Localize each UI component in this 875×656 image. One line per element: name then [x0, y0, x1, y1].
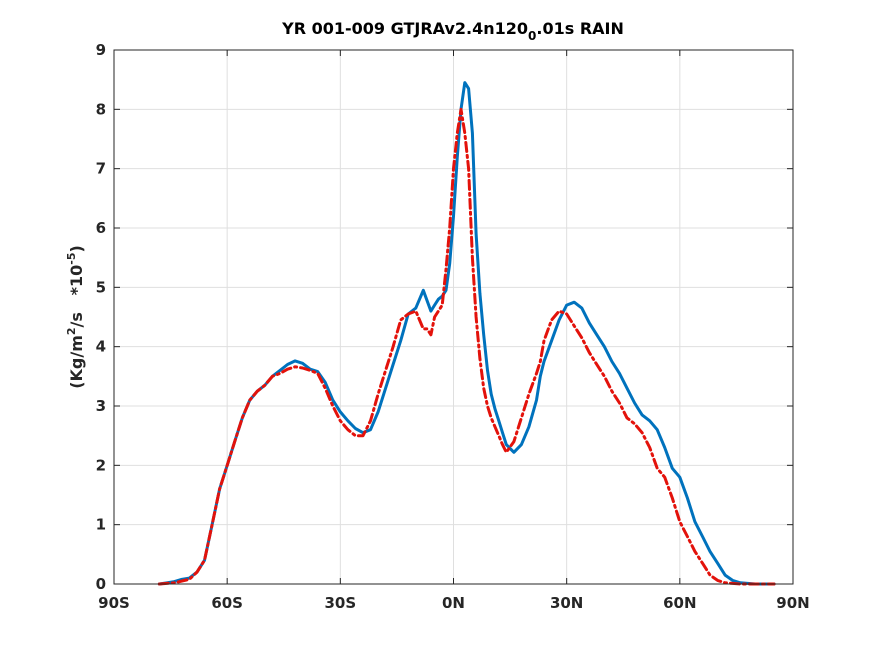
x-tick-label: 30S: [324, 594, 356, 612]
y-tick-label: 9: [96, 41, 106, 59]
y-tick-label: 7: [96, 160, 106, 178]
y-tick-label: 4: [96, 338, 106, 356]
data-series: [157, 81, 776, 586]
y-axis-label: (Kg/m2/s *10-5): [65, 245, 86, 389]
y-tick-label: 0: [96, 575, 106, 593]
x-tick-label: 90N: [776, 594, 809, 612]
y-tick-label: 5: [96, 278, 106, 296]
y-tick-label: 3: [96, 397, 106, 415]
y-tick-label: 6: [96, 219, 106, 237]
series-line-1: [157, 81, 776, 586]
tick-marks: [113, 49, 794, 585]
chart-title: YR 001-009 GTJRAv2.4n1200.01s RAIN: [281, 19, 624, 43]
series-line-2: [157, 107, 776, 586]
y-tick-label: 8: [96, 100, 106, 118]
x-tick-label: 90S: [98, 594, 130, 612]
x-tick-label: 60N: [663, 594, 696, 612]
x-tick-label: 30N: [550, 594, 583, 612]
x-tick-label: 60S: [211, 594, 243, 612]
y-tick-label: 2: [96, 456, 106, 474]
x-tick-label: 0N: [442, 594, 465, 612]
x-tick-labels: 90S 60S 30S 0N 30N 60N 90N: [98, 594, 810, 612]
y-tick-label: 1: [96, 516, 106, 534]
y-tick-labels: 0 1 2 3 4 5 6 7 8 9: [96, 41, 106, 593]
